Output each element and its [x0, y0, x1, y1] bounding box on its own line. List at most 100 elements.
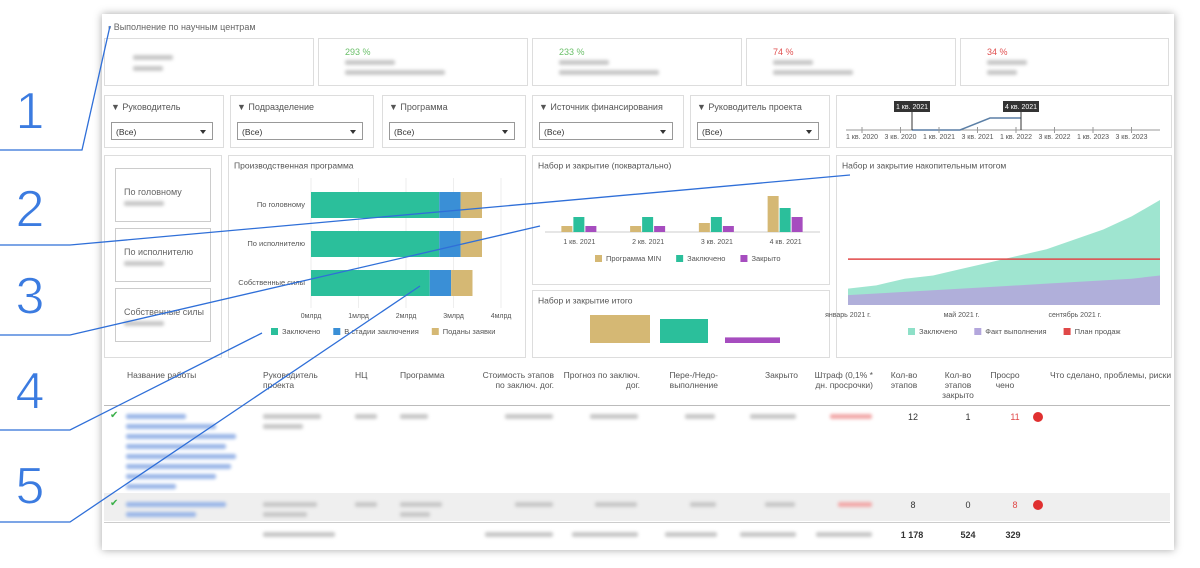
chart-title: Набор и закрытие (поквартально)	[538, 160, 671, 170]
chart-title: Производственная программа	[234, 160, 354, 170]
filter-label-text: Руководитель	[122, 102, 181, 112]
column-header: Кол-во этапов закрыто	[942, 370, 974, 400]
filter-select[interactable]: (Все)	[539, 122, 673, 140]
x-tick-label: январь 2021 г.	[825, 312, 871, 319]
bar-segment	[439, 192, 461, 218]
x-tick-label: май 2021 г.	[944, 311, 980, 319]
column-header: Стоимость этапов по заключ. дог.	[482, 370, 554, 390]
timeline-label: 1 кв. 2020	[846, 134, 878, 141]
kpi-value: 293 %	[345, 47, 371, 57]
bar-segment	[439, 231, 461, 257]
column-header: Кол-во этапов	[890, 370, 918, 390]
chart-title: Набор и закрытие итого	[538, 295, 633, 305]
status-dot	[1033, 412, 1043, 422]
callout-number: 4	[16, 363, 45, 421]
filter-select[interactable]: (Все)	[697, 122, 819, 140]
legend-swatch	[595, 255, 602, 262]
callout-number: 1	[16, 83, 45, 141]
legend-label: Заключено	[919, 327, 957, 336]
column-header: Пере-/Недо-выполнение	[669, 370, 718, 390]
filter-label-text: Подразделение	[248, 102, 315, 112]
timeline-range-end: 4 кв. 2021	[1005, 104, 1037, 111]
legend-label: План продаж	[1075, 327, 1121, 336]
category-label: По исполнителю	[247, 239, 305, 248]
legend-label: Заключено	[282, 327, 320, 336]
tile[interactable]: По головному	[115, 168, 211, 222]
overdue-count: 8	[1012, 500, 1018, 510]
legend-swatch	[740, 255, 748, 262]
legend-swatch	[1063, 328, 1071, 335]
x-tick-label: 1млрд	[348, 313, 369, 320]
timeline-label: 1 кв. 2022	[1000, 134, 1032, 141]
kpi-value: 34 %	[987, 47, 1008, 57]
column-header: Штраф (0,1% * дн. просрочки)	[814, 370, 873, 390]
check-icon: ✔	[110, 498, 119, 509]
filter: ▼ Подразделение (Все)	[230, 95, 374, 148]
bar	[630, 226, 642, 232]
legend-label: Программа MIN	[606, 254, 661, 263]
tile-label: Собственные силы	[124, 307, 205, 317]
x-tick-label: 4млрд	[491, 313, 512, 320]
legend-swatch	[974, 328, 982, 335]
x-tick-label: 0млрд	[301, 313, 322, 320]
column-header: Просро чено	[990, 370, 1020, 390]
x-tick-label: 1 кв. 2021	[563, 239, 595, 246]
filter-label: ▼ Программа	[389, 102, 448, 112]
callout-number: 2	[16, 181, 45, 239]
bar	[725, 337, 780, 343]
kpi-card: 293 %	[318, 38, 528, 86]
bar	[590, 315, 650, 343]
tile[interactable]: Собственные силы	[115, 288, 211, 342]
timeline-label: 3 кв. 2023	[1115, 134, 1147, 141]
filter-select[interactable]: (Все)	[111, 122, 213, 140]
column-header: Руководитель проекта	[263, 370, 318, 390]
filter-label: ▼ Руководитель	[111, 102, 181, 112]
timeline-label: 1 кв. 2023	[1077, 134, 1109, 141]
tile[interactable]: По исполнителю	[115, 228, 211, 282]
legend-label: Закрыто	[751, 254, 780, 263]
filter-label: ▼ Источник финансирования	[539, 102, 663, 112]
filter-select[interactable]: (Все)	[237, 122, 363, 140]
legend-swatch	[676, 255, 684, 262]
status-dot	[1033, 500, 1043, 510]
filter: ▼ Программа (Все)	[382, 95, 526, 148]
column-header: Что сделано, проблемы, риски	[1050, 370, 1172, 380]
bar	[779, 208, 791, 232]
bar	[791, 217, 803, 232]
timeline-range-start: 1 кв. 2021	[896, 104, 928, 111]
kpi-card: 233 %	[532, 38, 742, 86]
overdue-count: 11	[1010, 412, 1020, 422]
bar	[722, 226, 734, 232]
filter-label: ▼ Подразделение	[237, 102, 315, 112]
kpi-value: 233 %	[559, 47, 585, 57]
legend-swatch	[431, 328, 439, 335]
tile-label: По головному	[124, 187, 182, 197]
x-tick-label: 4 кв. 2021	[770, 239, 802, 246]
x-tick-label: сентябрь 2021 г.	[1048, 311, 1101, 319]
filter-select[interactable]: (Все)	[389, 122, 515, 140]
stages-closed: 0	[965, 500, 971, 510]
filter-label: ▼ Руководитель проекта	[697, 102, 802, 112]
bar	[660, 319, 708, 343]
kpi-card	[104, 38, 314, 86]
timeline-label: 3 кв. 2022	[1038, 134, 1070, 141]
bar	[573, 217, 585, 232]
legend-label: Поданы заявки	[443, 327, 496, 336]
category-label: По головному	[257, 200, 305, 209]
x-tick-label: 2млрд	[396, 313, 417, 320]
bar-segment	[451, 270, 473, 296]
bar	[710, 217, 722, 232]
tiles-panel: По головному По исполнителю Собственные …	[104, 155, 222, 358]
bar-segment	[311, 231, 440, 257]
filter-label-text: Программа	[400, 102, 448, 112]
bar-segment	[460, 192, 482, 218]
timeline-axis	[846, 101, 1160, 131]
legend-swatch	[333, 328, 341, 335]
filter: ▼ Руководитель (Все)	[104, 95, 224, 148]
chart-title: Набор и закрытие накопительным итогом	[842, 160, 1006, 170]
bar	[654, 226, 666, 232]
total-stages: 1 178	[900, 530, 924, 540]
x-tick-label: 2 кв. 2021	[632, 239, 664, 246]
legend-swatch	[908, 328, 915, 335]
total-overdue: 329	[1005, 530, 1021, 540]
